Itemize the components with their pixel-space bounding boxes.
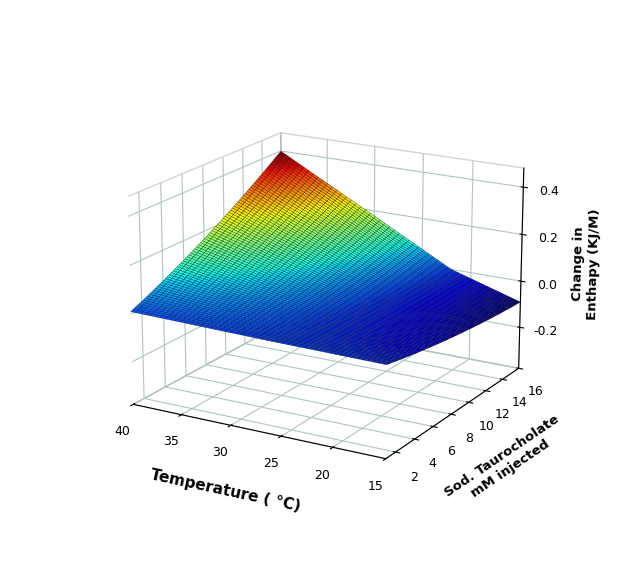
X-axis label: Temperature ( °C): Temperature ( °C): [149, 468, 301, 515]
Y-axis label: Sod. Taurocholate
mM injected: Sod. Taurocholate mM injected: [442, 413, 570, 512]
